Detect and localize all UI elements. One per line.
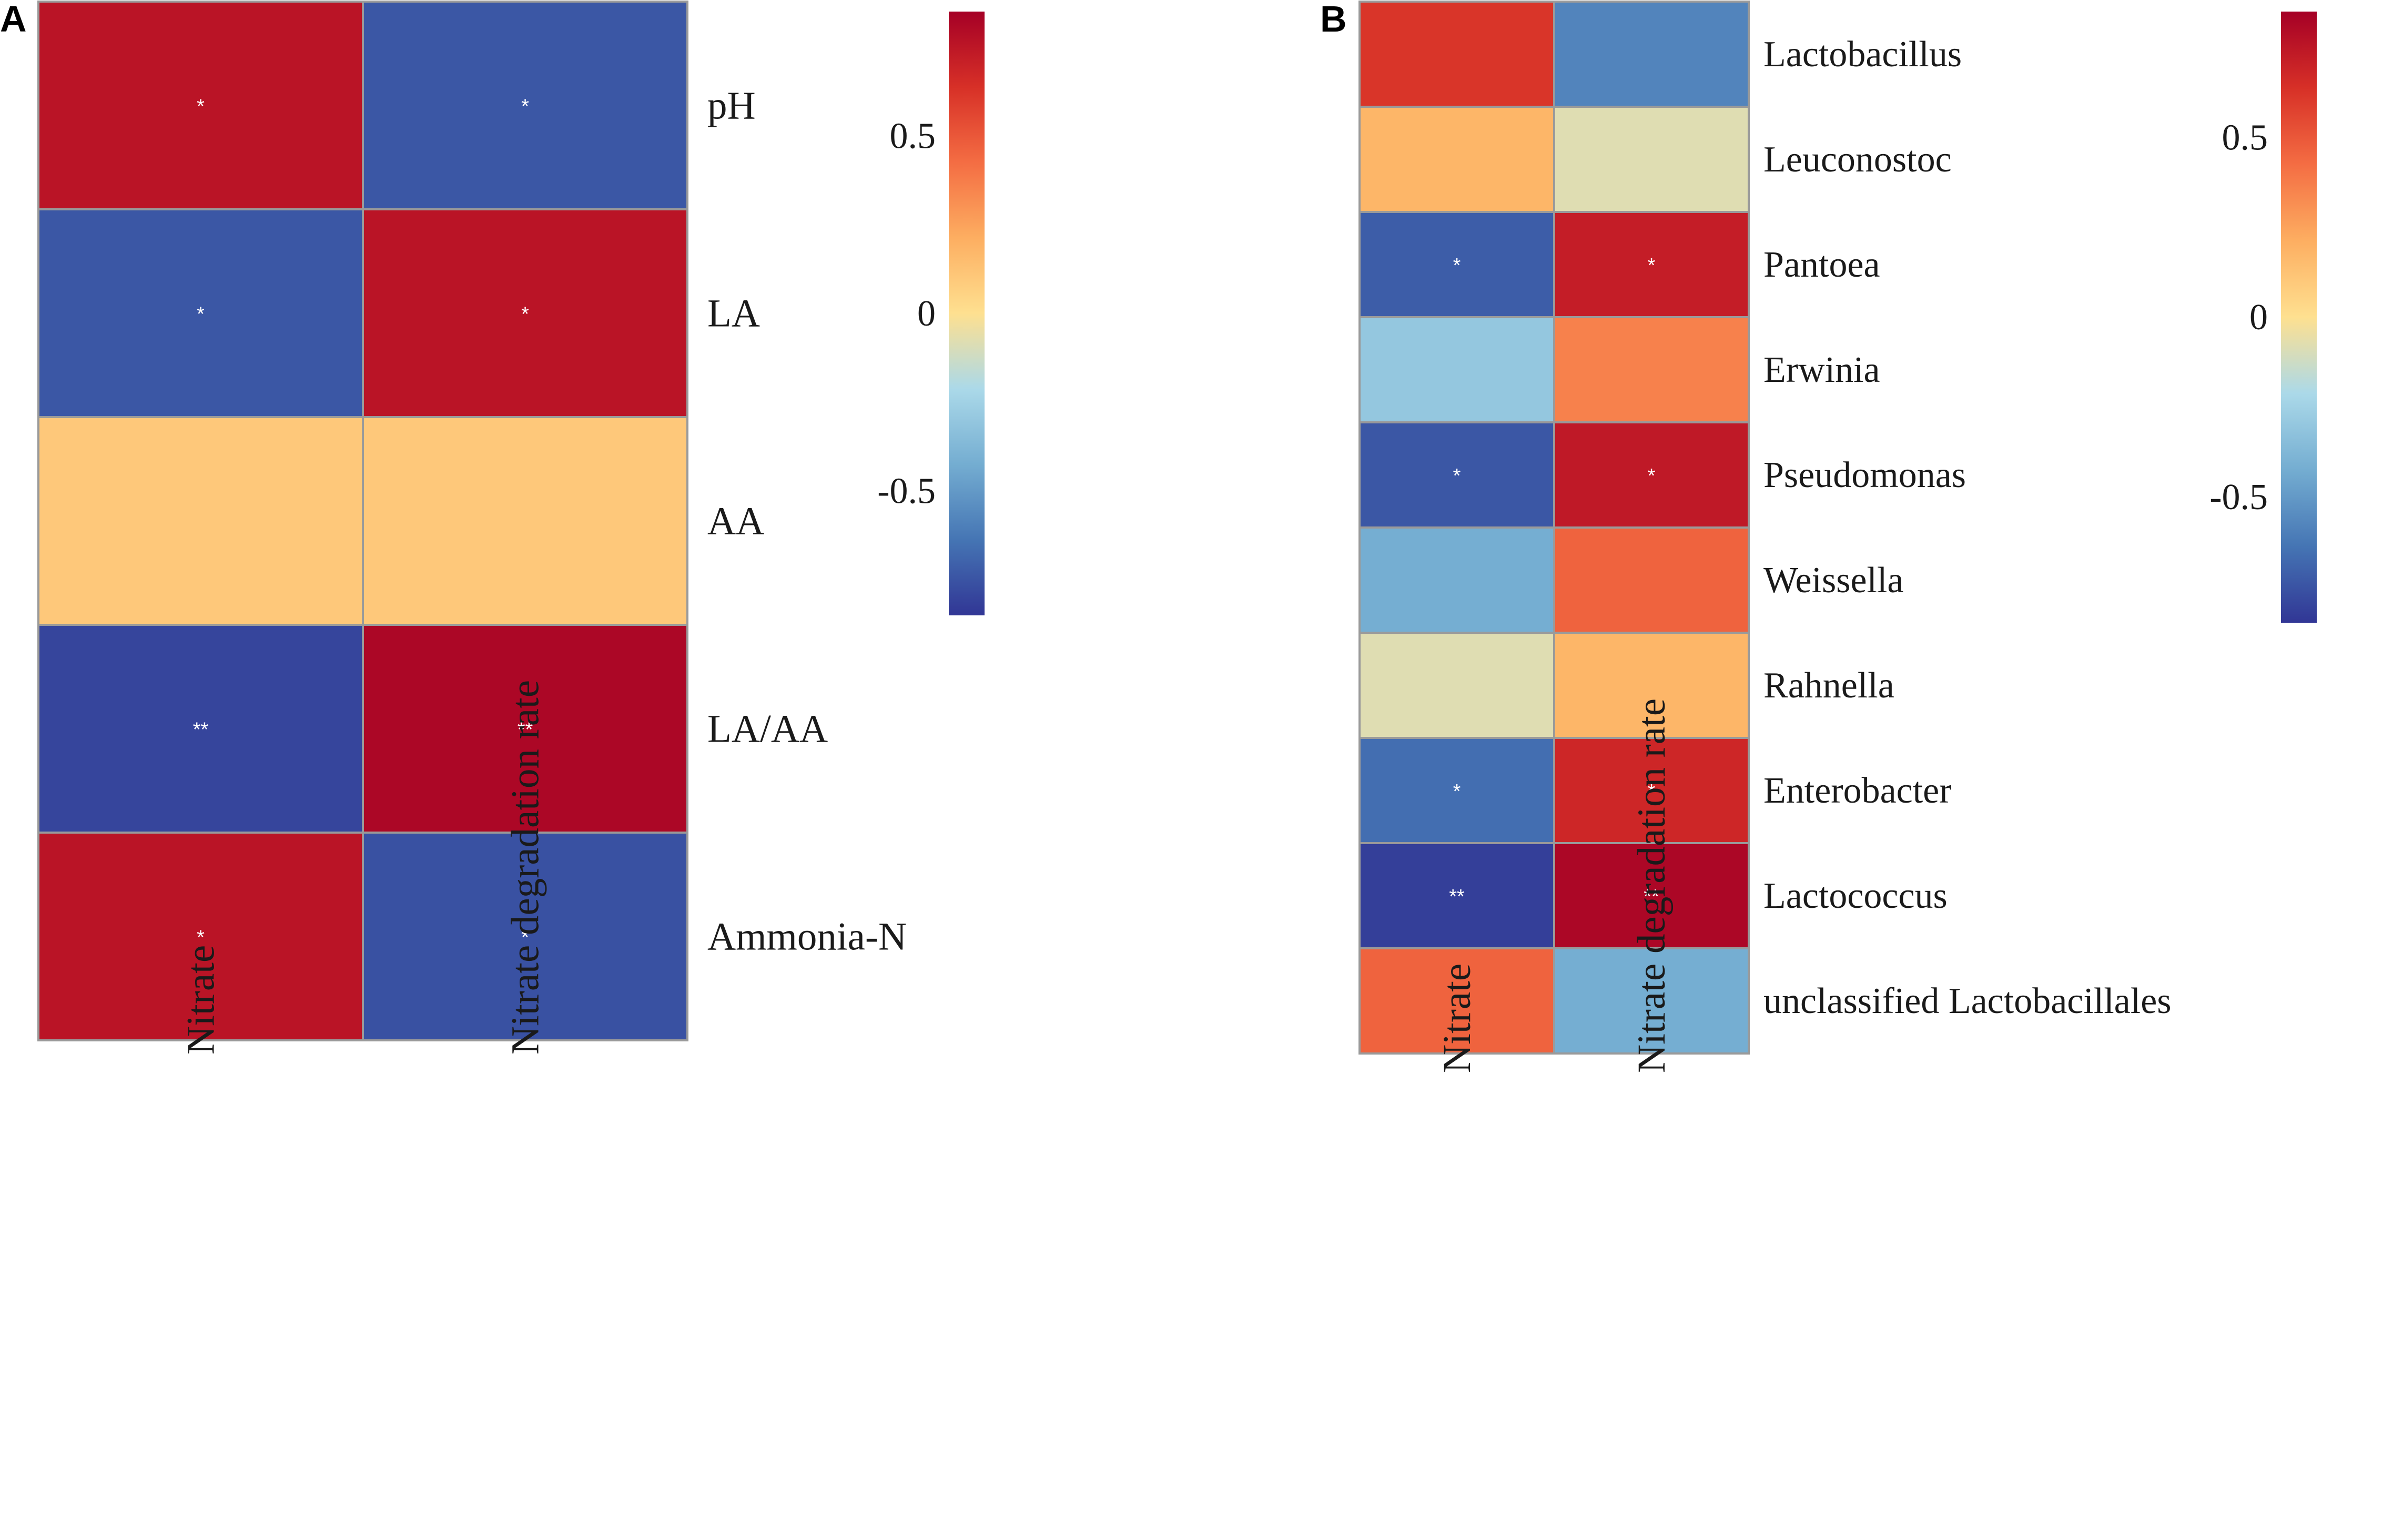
panel-b-column-label: Nitrate degradation rate [1630, 698, 1674, 1073]
panel-b-cell-r3-c0 [1358, 316, 1555, 423]
panel-b-cell-r9-c1 [1553, 947, 1750, 1055]
panel-a-colorbar-tick-label: 0.5 [890, 116, 936, 156]
panel-b-row-label: unclassified Lactobacillales [1763, 981, 2172, 1021]
panel-b-cell-r6-c0 [1358, 632, 1555, 739]
panel-a-colorbar [949, 12, 985, 615]
panel-b-colorbar-tick-label: 0 [2249, 297, 2268, 338]
panel-b-cell-r8-c1 [1553, 842, 1750, 949]
panel-a-column-label: Nitrate degradation rate [503, 680, 547, 1055]
panel-a-row-label: Ammonia-N [707, 915, 907, 958]
panel-b-row-label: Erwinia [1763, 350, 1880, 390]
panel-b-letter: B [1320, 0, 1347, 39]
panel-a-cell-r4-c0 [37, 832, 364, 1041]
panel-b-cell-r5-c0 [1358, 526, 1555, 634]
panel-b-row-label: Rahnella [1763, 665, 1894, 706]
panel-b-significance-r8-c0: ** [1449, 886, 1465, 908]
panel-b-significance-r2-c1: * [1648, 255, 1656, 277]
panel-a-significance-r4-c1: * [521, 927, 529, 949]
panel-b-cell-r3-c1 [1553, 316, 1750, 423]
panel-a-cell-r1-c0 [37, 208, 364, 418]
panel-b-row-label: Leuconostoc [1763, 139, 1952, 180]
panel-b-cell-r1-c0 [1358, 106, 1555, 213]
panel-a-cell-r4-c1 [362, 832, 688, 1041]
panel-b-heatmap: B* ** ** *** **LactobacillusLeuconostocPanto… [1320, 0, 2317, 1073]
panel-b-row-label: Weissella [1763, 560, 1904, 601]
panel-a-significance-r4-c0: * [197, 927, 205, 949]
panel-a-significance-r3-c0: ** [193, 719, 209, 741]
panel-b-column-label: Nitrate [1435, 964, 1479, 1073]
panel-a-cell-r3-c0 [37, 624, 364, 834]
panel-b-significance-r8-c1: ** [1644, 886, 1659, 908]
panel-b-significance-r2-c0: * [1453, 255, 1461, 277]
panel-a-cell-r2-c0 [37, 416, 364, 626]
panel-b-cell-r2-c0 [1358, 211, 1555, 318]
panel-a-cell-r2-c1 [362, 416, 688, 626]
panel-a-letter: A [0, 0, 27, 39]
panel-a-cell-r3-c1 [362, 624, 688, 834]
panel-b-significance-r4-c1: * [1648, 465, 1656, 487]
panel-a-significance-r1-c1: * [521, 303, 529, 326]
panel-b-cell-r2-c1 [1553, 211, 1750, 318]
panel-a-cell-r1-c1 [362, 208, 688, 418]
panel-a-colorbar-tick-label: -0.5 [877, 471, 936, 512]
panel-b-cell-r4-c1 [1553, 421, 1750, 529]
panel-a-cell-r0-c1 [362, 1, 688, 210]
panel-b-row-label: Pseudomonas [1763, 455, 1966, 495]
panel-a-column-label: Nitrate [179, 945, 222, 1055]
panel-a-significance-r3-c1: ** [518, 719, 533, 741]
panel-a-significance-r0-c0: * [197, 96, 205, 118]
panel-b-cell-r5-c1 [1553, 526, 1750, 634]
panel-a-row-label: LA [707, 291, 760, 335]
panel-a-colorbar-tick-label: 0 [917, 293, 936, 334]
panel-a-significance-r0-c1: * [521, 96, 529, 118]
panel-b-row-label: Lactobacillus [1763, 34, 1962, 75]
panel-b-row-label: Pantoea [1763, 245, 1880, 285]
panel-b-significance-r7-c0: * [1453, 781, 1461, 803]
panel-b-colorbar-tick-label: 0.5 [2222, 117, 2268, 158]
panel-a-row-label: LA/AA [707, 707, 828, 751]
panel-b-cell-r0-c1 [1553, 1, 1750, 108]
panel-b-significance-r7-c1: * [1648, 781, 1656, 803]
panel-b-colorbar-tick-label: -0.5 [2209, 477, 2268, 518]
panel-b-cell-r7-c0 [1358, 737, 1555, 844]
panel-b-row-label: Enterobacter [1763, 771, 1952, 811]
panel-b-cell-r1-c1 [1553, 106, 1750, 213]
panel-b-significance-r4-c0: * [1453, 465, 1461, 487]
panel-b-row-label: Lactococcus [1763, 876, 1948, 916]
panel-b-cell-r9-c0 [1358, 947, 1555, 1055]
panel-b-colorbar [2281, 12, 2317, 623]
panel-b-cell-r0-c0 [1358, 1, 1555, 108]
panel-b-cell-r7-c1 [1553, 737, 1750, 844]
panel-a-significance-r1-c0: * [197, 303, 205, 326]
panel-a-row-label: AA [707, 499, 764, 543]
panel-a-row-label: pH [707, 84, 756, 127]
